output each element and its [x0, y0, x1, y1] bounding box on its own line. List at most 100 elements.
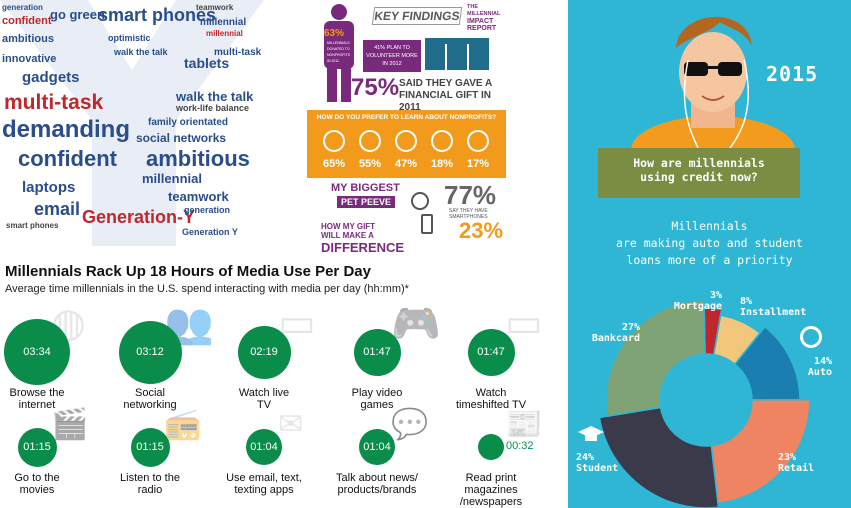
word-cloud-word: millennial	[142, 171, 202, 186]
credit-note: Millennials are making auto and student …	[616, 219, 803, 267]
media-activity-label: Play video games	[351, 387, 403, 411]
preference-percent: 18%	[430, 158, 454, 170]
media-subtitle: Average time millennials in the U.S. spe…	[5, 283, 409, 295]
preference-icon	[395, 130, 417, 152]
word-cloud-word: generation	[2, 3, 43, 12]
media-time-circle: 01:47	[467, 328, 515, 376]
media-time: 01:04	[250, 441, 278, 453]
word-cloud-word: ambitious	[146, 146, 250, 171]
media-time-circle: 01:04	[359, 429, 395, 465]
speech-bubble-icon: 💬	[391, 408, 429, 441]
word-cloud-word: millennial	[200, 17, 247, 28]
media-title: Millennials Rack Up 18 Hours of Media Us…	[5, 263, 371, 280]
preference-icon	[467, 130, 489, 152]
media-time: 01:47	[477, 346, 505, 358]
word-cloud-word: confident	[18, 146, 117, 171]
word-cloud-word: work-life balance	[176, 103, 250, 113]
volunteer-text: 41% PLAN TO VOLUNTEER MORE IN 2012	[363, 40, 421, 72]
donut-segment-bankcard	[605, 299, 706, 418]
word-cloud-word: Generation-Y	[82, 207, 196, 227]
media-activity-label: Browse the internet	[9, 387, 65, 411]
media-time: 03:12	[136, 346, 164, 358]
stat-23: 23%	[459, 218, 504, 243]
key-findings-title: KEY FINDINGS	[371, 7, 463, 25]
no-smoking-icon	[411, 192, 429, 210]
stat-63-note: MILLENNIALS DONATED TO NONPROFITS IN 201…	[327, 41, 350, 63]
word-cloud-word: generation	[184, 205, 231, 215]
read-print-time: 00:32	[506, 440, 534, 452]
mortgage-label: 3% Mortgage	[673, 290, 722, 312]
word-cloud-word: confident	[2, 15, 52, 27]
media-activity-label: Listen to the radio	[120, 472, 180, 496]
word-cloud-word: millennial	[206, 29, 243, 38]
word-cloud-word: ambitious	[2, 33, 54, 45]
person-icon	[319, 4, 359, 102]
installment-label: 8% Installment	[740, 296, 807, 318]
envelope-icon: ✉	[278, 408, 304, 441]
word-cloud-word: family orientated	[148, 117, 229, 128]
media-time: 01:15	[136, 441, 164, 453]
word-cloud-word: teamwork	[168, 189, 229, 204]
clapper-icon: 🎬	[51, 408, 89, 441]
millennial-credit-infographic: 2015 How are millennials using credit no…	[568, 0, 851, 508]
person-with-sunglasses-icon	[631, 16, 795, 150]
media-time-circle: 01:15	[130, 427, 170, 467]
media-activity-label: Watch timeshifted TV	[455, 387, 527, 411]
bankcard-label: 27% Bankcard	[591, 322, 640, 344]
media-time: 01:47	[363, 346, 391, 358]
credit-year: 2015	[766, 62, 819, 86]
word-cloud-word: social networks	[136, 131, 227, 145]
millennial-word-cloud: generation go green smart phones teamwork co…	[0, 0, 264, 246]
preference-percent: 55%	[358, 158, 382, 170]
media-time: 03:34	[23, 346, 51, 358]
word-cloud-word: smart phones	[98, 5, 217, 25]
media-activity-label: Watch live TV	[238, 387, 290, 411]
donut-segment-retail	[710, 398, 811, 505]
media-time-circle: 01:15	[17, 427, 57, 467]
word-cloud-word: gadgets	[22, 69, 80, 86]
media-time-circle: 02:19	[237, 325, 291, 379]
y-letter-shape	[0, 0, 264, 246]
stat-75: 75%	[351, 74, 400, 101]
word-cloud-word: Generation Y	[182, 227, 238, 237]
preference-percent: 17%	[466, 158, 490, 170]
word-cloud-word: tablets	[184, 55, 230, 71]
media-time-circle	[478, 434, 504, 460]
media-activity-label: Use email, text, texting apps	[226, 472, 302, 496]
word-cloud-word: email	[34, 199, 81, 219]
word-cloud-word: walk the talk	[114, 47, 168, 57]
tv-icon: ▭	[505, 301, 540, 345]
media-time: 01:15	[23, 441, 51, 453]
key-findings-infographic: 63% MILLENNIALS DONATED TO NONPROFITS IN…	[307, 0, 506, 261]
word-cloud-word: demanding	[2, 116, 131, 143]
graduation-cap-icon	[578, 426, 604, 441]
stat-77: 77%	[444, 180, 497, 210]
word-cloud-word: laptops	[22, 179, 76, 196]
word-cloud-word: smart phones	[6, 221, 59, 230]
media-activity-label: Read print magazines/newspapers	[459, 472, 523, 508]
stat-63: 63%	[324, 28, 345, 39]
gamepad-icon: 🎮	[391, 302, 441, 346]
media-time-circle: 01:04	[246, 429, 282, 465]
preference-icon	[431, 130, 453, 152]
credit-question-banner: How are millennials using credit now?	[598, 148, 800, 198]
retail-label: 23% Retail	[778, 452, 815, 474]
word-cloud-word: optimistic	[108, 33, 151, 43]
pet-peeve: MY BIGGEST PET PEEVE HOW MY GIFT WILL MA…	[321, 182, 405, 255]
word-cloud-word: multi-task	[4, 91, 104, 114]
credit-donut-chart	[598, 299, 811, 508]
word-cloud-word: walk the talk	[176, 89, 254, 104]
auto-label: 14% Auto	[807, 356, 832, 378]
media-time-circle: 03:12	[118, 320, 182, 384]
media-activity-label: Social networking	[123, 387, 177, 411]
preference-icon	[359, 130, 381, 152]
word-cloud-word: innovative	[2, 53, 57, 65]
word-cloud-word: go green	[50, 7, 105, 22]
donut-segment-student	[598, 406, 720, 508]
media-activity-label: Go to the movies	[14, 472, 60, 496]
word-cloud-word: teamwork	[196, 3, 234, 12]
smartphone-icon	[421, 214, 433, 234]
nonprofit-question: HOW DO YOU PREFER TO LEARN ABOUT NONPROF…	[316, 114, 497, 121]
media-activity-label: Talk about news/products/brands	[336, 472, 418, 496]
